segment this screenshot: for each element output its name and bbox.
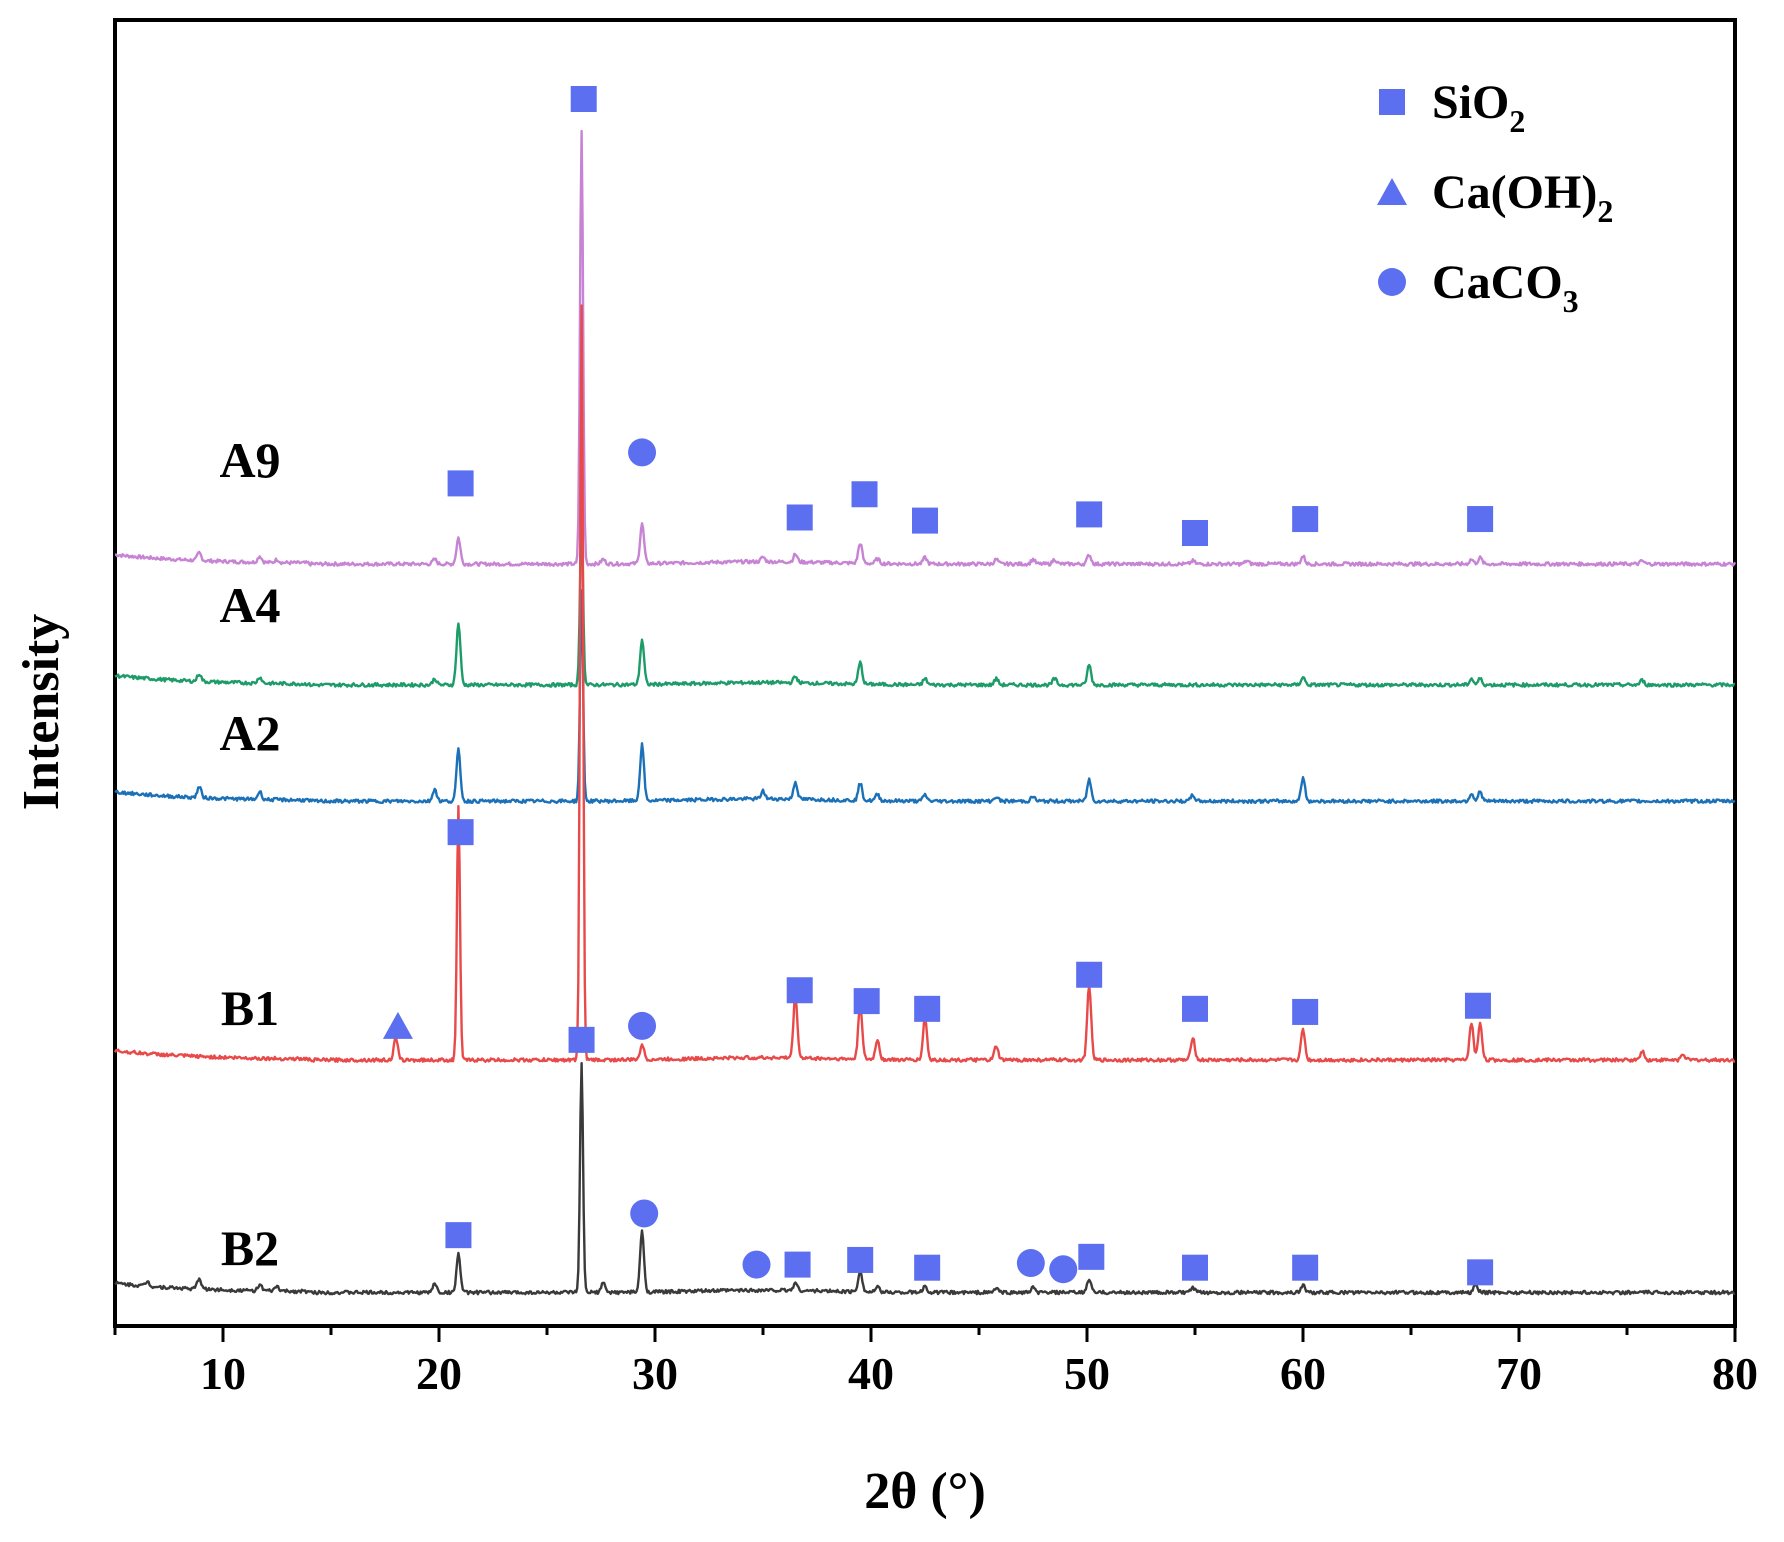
- legend: SiO2 Ca(OH)2 CaCO3: [1377, 76, 1613, 319]
- marker-circle-b2-8: [1049, 1255, 1078, 1284]
- marker-square-b1-9: [1464, 992, 1491, 1019]
- marker-square-a9-3: [786, 504, 813, 531]
- legend-caco3-name: CaCO: [1432, 256, 1563, 309]
- marker-square-a9-8: [1292, 506, 1319, 533]
- series-label-a4: A4: [219, 577, 280, 633]
- x-tick-label-80: 80: [1712, 1348, 1758, 1399]
- x-tick-label-50: 50: [1064, 1348, 1110, 1399]
- marker-square-a9-5: [912, 507, 938, 534]
- marker-circle-b2-2: [630, 1199, 659, 1228]
- x-axis-ticks: 10 20 30 40 50 60 70 80: [113, 1326, 1758, 1399]
- marker-square-b2-1: [568, 1026, 595, 1053]
- x-tick-label-60: 60: [1280, 1348, 1326, 1399]
- marker-square-b1-3: [786, 977, 813, 1004]
- marker-square-b1-4: [853, 988, 880, 1015]
- marker-square-b2-4: [784, 1251, 811, 1278]
- x-tick-label-20: 20: [416, 1348, 462, 1399]
- legend-sio2-sub: 2: [1509, 103, 1525, 139]
- marker-square-b2-11: [1292, 1254, 1319, 1281]
- series-group: [113, 129, 1737, 1296]
- marker-square-a9-0: [447, 470, 474, 497]
- series-label-b1: B1: [221, 980, 279, 1036]
- marker-circle-b2-3: [742, 1250, 771, 1279]
- x-tick-label-30: 30: [632, 1348, 678, 1399]
- legend-symbol-square: [1379, 89, 1405, 115]
- marker-square-a9-1: [570, 86, 597, 112]
- marker-triangle-b1-0: [382, 1011, 413, 1039]
- marker-square-b2-6: [914, 1254, 941, 1281]
- x-axis-label: 2θ (°): [864, 1463, 986, 1520]
- legend-symbol-triangle: [1377, 178, 1407, 205]
- series-label-a2: A2: [219, 705, 280, 761]
- plot-area-border: [113, 18, 1737, 1328]
- series-line-a2: [114, 589, 1736, 805]
- marker-square-b1-6: [1076, 961, 1103, 988]
- marker-square-a9-4: [851, 481, 878, 508]
- marker-square-b2-0: [445, 1222, 472, 1249]
- series-label-a9: A9: [219, 432, 280, 488]
- marker-circle-a9-2: [628, 438, 657, 467]
- legend-sio2-name: SiO: [1432, 76, 1509, 129]
- marker-square-a9-9: [1467, 506, 1494, 533]
- legend-symbols: [1377, 89, 1407, 296]
- marker-square-b1-5: [914, 995, 941, 1022]
- series-labels: A9 A4 A2 B1 B2: [219, 432, 280, 1276]
- series-line-b1: [113, 304, 1736, 1063]
- x-tick-label-70: 70: [1496, 1348, 1542, 1399]
- y-axis-label: Intensity: [13, 614, 70, 810]
- series-line-a9: [114, 129, 1737, 567]
- legend-caco3-sub: 3: [1563, 283, 1579, 319]
- marker-square-b2-9: [1078, 1243, 1105, 1270]
- legend-item-caco3: CaCO3: [1432, 256, 1579, 319]
- marker-square-a9-6: [1076, 501, 1103, 528]
- legend-item-sio2: SiO2: [1432, 76, 1525, 139]
- marker-square-b2-5: [847, 1246, 874, 1273]
- marker-square-b1-1: [447, 819, 474, 846]
- marker-circle-b2-7: [1016, 1249, 1045, 1278]
- series-line-b2: [114, 1062, 1736, 1296]
- series-label-b2: B2: [221, 1220, 279, 1276]
- series-line-a4: [114, 512, 1736, 688]
- legend-item-caoh2: Ca(OH)2: [1432, 166, 1613, 229]
- marker-square-b1-7: [1182, 995, 1208, 1022]
- phase-markers: [382, 86, 1494, 1286]
- legend-symbol-circle: [1378, 268, 1406, 296]
- marker-square-b2-12: [1467, 1259, 1494, 1286]
- x-tick-label-40: 40: [848, 1348, 894, 1399]
- plot-frame: [113, 18, 1737, 1328]
- marker-circle-b1-2: [628, 1011, 657, 1040]
- legend-caoh2-sub: 2: [1597, 193, 1613, 229]
- marker-square-b1-8: [1292, 998, 1319, 1025]
- legend-caoh2-name: Ca(OH): [1432, 166, 1597, 219]
- x-tick-label-10: 10: [200, 1348, 246, 1399]
- marker-square-a9-7: [1182, 520, 1208, 546]
- marker-square-b2-10: [1182, 1254, 1208, 1281]
